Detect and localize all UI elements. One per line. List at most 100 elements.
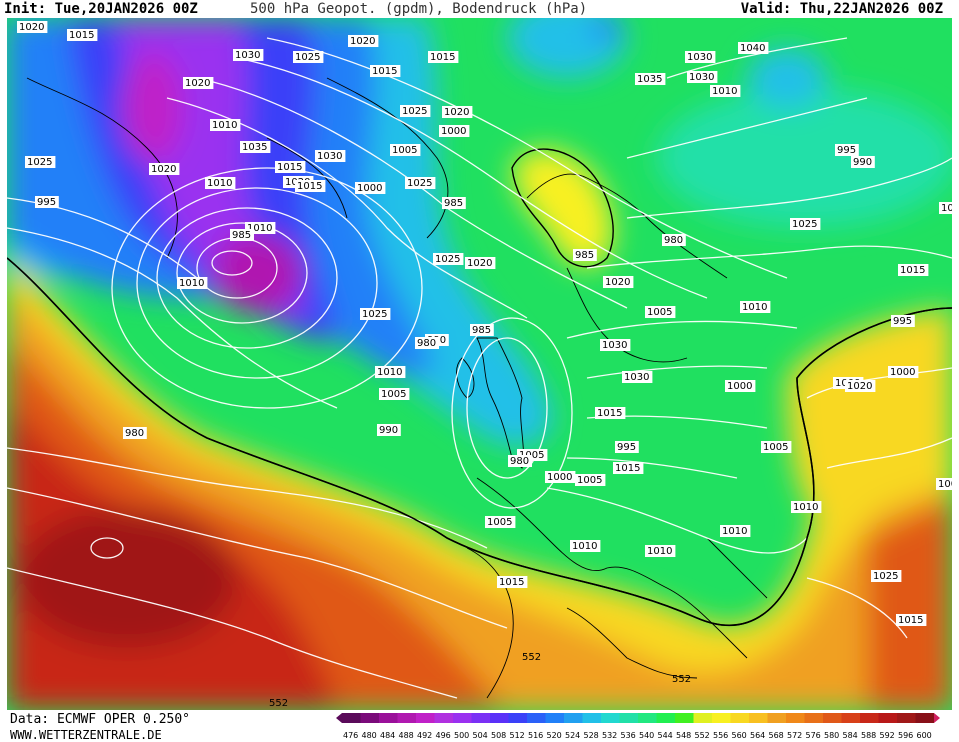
- isobar-label: 1005: [761, 441, 792, 453]
- svg-text:1000: 1000: [938, 479, 952, 490]
- isobar-label: 1000: [888, 366, 919, 378]
- contour-552-scandinavia: [511, 148, 614, 268]
- scale-tick-label: 484: [380, 731, 395, 740]
- isobar-label: 1010: [740, 301, 771, 313]
- isobar-label: 1025: [433, 253, 464, 265]
- svg-text:1005: 1005: [381, 389, 406, 400]
- isobar-label: 1025: [400, 105, 431, 117]
- svg-text:1010: 1010: [742, 302, 767, 313]
- svg-text:1000: 1000: [357, 183, 382, 194]
- scale-tick-label: 508: [491, 731, 506, 740]
- scale-swatch: [860, 713, 879, 723]
- isobar-label: 1015: [595, 407, 626, 419]
- scale-swatch: [434, 713, 453, 723]
- svg-text:1020: 1020: [847, 381, 872, 392]
- scale-tick-label: 492: [417, 731, 432, 740]
- isobar-label: 1010: [645, 545, 676, 557]
- weather-map: 1020 1015 1030 1025 1020 1015 1030 1040 1020 1015…: [7, 18, 952, 710]
- svg-text:995: 995: [617, 442, 636, 453]
- isobar-label: 995: [615, 441, 639, 453]
- isobar-label: 1030: [622, 371, 653, 383]
- isobar-label: 1020: [603, 276, 634, 288]
- scale-swatch: [712, 713, 731, 723]
- isobar-label: 1000: [355, 182, 386, 194]
- isobar-label: 1030: [685, 51, 716, 63]
- low-centers: 985 980 980: [230, 229, 532, 467]
- data-source: Data: ECMWF OPER 0.250°: [10, 712, 191, 727]
- isobar-label: 1000: [545, 471, 576, 483]
- scale-swatch: [619, 713, 638, 723]
- isobar-label: 1015: [898, 264, 929, 276]
- svg-text:1000: 1000: [547, 472, 572, 483]
- scale-tick-label: 480: [362, 731, 377, 740]
- scale-arrow-low: [336, 713, 342, 723]
- isobar-label: 552: [269, 698, 288, 709]
- isobar-label: 1035: [635, 73, 666, 85]
- scale-swatch: [915, 713, 934, 723]
- svg-text:1015: 1015: [277, 162, 302, 173]
- isobar-label: 1010: [710, 85, 741, 97]
- svg-text:1010: 1010: [247, 223, 272, 234]
- svg-text:1010: 1010: [377, 367, 402, 378]
- svg-text:552: 552: [672, 674, 691, 685]
- isobars: [7, 37, 952, 699]
- scale-tick-label: 564: [750, 731, 765, 740]
- isobar-label: 1030: [600, 339, 631, 351]
- isobar-label: 1015: [295, 180, 326, 192]
- scale-tick-label: 572: [787, 731, 802, 740]
- isobar-label: 1030: [939, 202, 952, 214]
- svg-text:1010: 1010: [179, 278, 204, 289]
- scale-swatch: [471, 713, 490, 723]
- svg-text:1025: 1025: [435, 254, 460, 265]
- svg-text:1005: 1005: [392, 145, 417, 156]
- scale-tick-label: 536: [621, 731, 636, 740]
- svg-text:1025: 1025: [873, 571, 898, 582]
- svg-text:1015: 1015: [69, 30, 94, 41]
- isobar-label: 1020: [17, 21, 48, 33]
- scale-swatch: [379, 713, 398, 723]
- svg-text:1025: 1025: [27, 157, 52, 168]
- scale-swatch: [342, 713, 361, 723]
- website-credit: WWW.WETTERZENTRALE.DE: [10, 728, 162, 742]
- isobar-label: 980: [123, 427, 147, 439]
- svg-text:1025: 1025: [407, 178, 432, 189]
- isobar-label: 1015: [370, 65, 401, 77]
- isobar-label: 990: [377, 424, 401, 436]
- svg-text:1030: 1030: [235, 50, 260, 61]
- isobar-label: 1010: [375, 366, 406, 378]
- scale-tick-label: 524: [565, 731, 580, 740]
- color-scale: 476 480 484 488 492 496 500 504 508 512 516 520 524 5…: [336, 713, 940, 740]
- scale-swatch: [490, 713, 509, 723]
- scale-tick-label: 576: [806, 731, 821, 740]
- scale-tick-label: 548: [676, 731, 691, 740]
- svg-text:1030: 1030: [941, 203, 952, 214]
- scale-swatch: [545, 713, 564, 723]
- svg-text:1015: 1015: [597, 408, 622, 419]
- svg-text:1030: 1030: [689, 72, 714, 83]
- isobar-label: 1025: [360, 308, 391, 320]
- scale-tick-label: 504: [473, 731, 488, 740]
- svg-text:1030: 1030: [687, 52, 712, 63]
- svg-text:1020: 1020: [185, 78, 210, 89]
- svg-text:1020: 1020: [467, 258, 492, 269]
- svg-text:980: 980: [510, 456, 529, 467]
- svg-text:1015: 1015: [898, 615, 923, 626]
- chart-title: 500 hPa Geopot. (gpdm), Bodendruck (hPa): [250, 1, 588, 17]
- isobar-label: 1030: [687, 71, 718, 83]
- svg-text:1035: 1035: [637, 74, 662, 85]
- svg-text:1015: 1015: [900, 265, 925, 276]
- svg-text:1020: 1020: [19, 22, 44, 33]
- scale-swatch: [823, 713, 842, 723]
- isobar-label: 985: [470, 324, 494, 336]
- svg-text:1010: 1010: [207, 178, 232, 189]
- scale-swatch: [453, 713, 472, 723]
- svg-text:1030: 1030: [602, 340, 627, 351]
- scale-tick-label: 488: [399, 731, 414, 740]
- scale-tick-label: 592: [880, 731, 895, 740]
- svg-text:990: 990: [853, 157, 872, 168]
- isobar-label: 1025: [293, 51, 324, 63]
- scale-swatch: [675, 713, 694, 723]
- scale-swatch: [749, 713, 768, 723]
- svg-text:1025: 1025: [362, 309, 387, 320]
- svg-text:1020: 1020: [605, 277, 630, 288]
